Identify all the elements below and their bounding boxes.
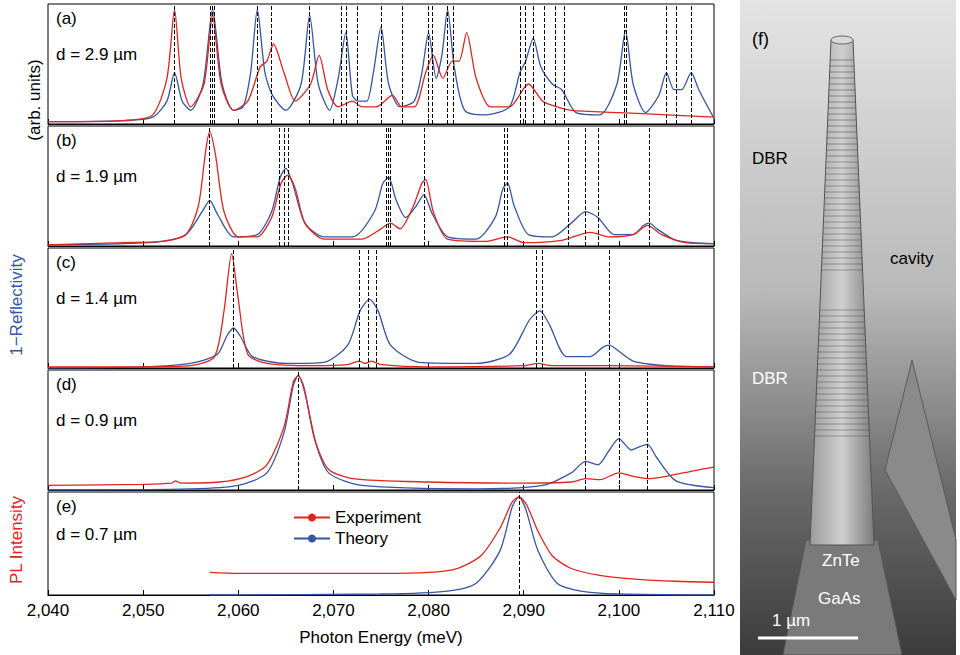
svg-text:d = 2.9 µm: d = 2.9 µm <box>56 45 137 64</box>
svg-text:2,080: 2,080 <box>407 601 450 620</box>
svg-text:PL Intensity: PL Intensity <box>7 495 26 584</box>
svg-text:2,040: 2,040 <box>27 601 70 620</box>
svg-text:d = 0.7 µm: d = 0.7 µm <box>56 525 137 544</box>
svg-text:2,100: 2,100 <box>598 601 641 620</box>
svg-text:2,110: 2,110 <box>693 601 734 620</box>
svg-text:GaAs: GaAs <box>818 589 861 608</box>
svg-text:(e): (e) <box>56 497 77 516</box>
svg-text:(arb. units): (arb. units) <box>25 59 44 140</box>
svg-text:Experiment: Experiment <box>335 508 421 527</box>
svg-text:1 µm: 1 µm <box>772 611 810 630</box>
svg-text:2,090: 2,090 <box>502 601 545 620</box>
svg-text:d = 1.9 µm: d = 1.9 µm <box>56 167 137 186</box>
svg-text:2,070: 2,070 <box>312 601 355 620</box>
svg-text:(d): (d) <box>56 375 77 394</box>
svg-text:Theory: Theory <box>335 529 388 548</box>
svg-text:cavity: cavity <box>890 249 934 268</box>
svg-text:d = 0.9 µm: d = 0.9 µm <box>56 411 137 430</box>
svg-text:(b): (b) <box>56 131 77 150</box>
svg-text:2,050: 2,050 <box>122 601 165 620</box>
svg-text:DBR: DBR <box>752 369 788 388</box>
svg-text:1−Reflectivity: 1−Reflectivity <box>7 254 26 356</box>
svg-text:(f): (f) <box>752 29 769 49</box>
svg-text:2,060: 2,060 <box>217 601 260 620</box>
svg-text:(a): (a) <box>56 9 77 28</box>
svg-text:d = 1.4 µm: d = 1.4 µm <box>56 289 137 308</box>
svg-text:DBR: DBR <box>752 149 788 168</box>
svg-text:(c): (c) <box>56 253 76 272</box>
svg-text:ZnTe: ZnTe <box>822 551 860 570</box>
svg-text:Photon Energy (meV): Photon Energy (meV) <box>299 628 462 647</box>
